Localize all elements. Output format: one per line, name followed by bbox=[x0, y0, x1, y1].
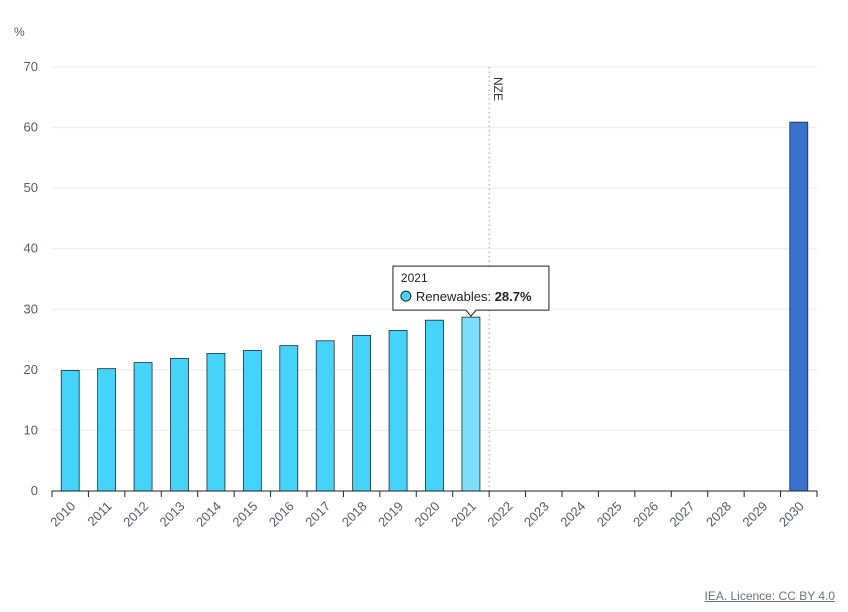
bar-2030 bbox=[789, 121, 809, 492]
bar-2015 bbox=[242, 350, 262, 492]
x-tick-label-2021: 2021 bbox=[448, 499, 479, 530]
bar-2019 bbox=[388, 330, 408, 492]
scenario-marker-label: NZE bbox=[491, 77, 505, 101]
tooltip-series-name: Renewables: 28.7% bbox=[416, 289, 532, 304]
x-tick-label-2027: 2027 bbox=[667, 499, 698, 530]
bar-2018 bbox=[352, 334, 372, 492]
x-tick-label-2025: 2025 bbox=[594, 499, 625, 530]
tooltip-value: 28.7% bbox=[495, 289, 532, 304]
x-tick-label-2011: 2011 bbox=[84, 499, 114, 529]
x-tick-label-2020: 2020 bbox=[412, 499, 443, 530]
tooltip-series-swatch bbox=[400, 290, 412, 302]
x-tick-label-2019: 2019 bbox=[375, 499, 406, 530]
tooltip: 2021 Renewables: 28.7% bbox=[392, 265, 550, 317]
y-axis-unit-label: % bbox=[14, 25, 25, 39]
y-tick-label: 70 bbox=[24, 59, 38, 74]
y-tick-label: 20 bbox=[24, 362, 38, 377]
bar-2021 bbox=[461, 316, 481, 492]
y-tick-label: 30 bbox=[24, 301, 38, 316]
bar-2016 bbox=[279, 345, 299, 492]
x-tick-label-2024: 2024 bbox=[557, 499, 588, 530]
x-tick-label-2015: 2015 bbox=[229, 499, 260, 530]
x-tick-label-2016: 2016 bbox=[266, 499, 297, 530]
bar-2010 bbox=[60, 370, 80, 492]
x-tick-label-2022: 2022 bbox=[484, 499, 515, 530]
bar-2011 bbox=[97, 368, 117, 492]
tooltip-box bbox=[392, 265, 550, 317]
x-tick-label-2026: 2026 bbox=[630, 499, 661, 530]
y-tick-label: 10 bbox=[24, 422, 38, 437]
bar-2012 bbox=[133, 362, 153, 492]
x-tick-label-2029: 2029 bbox=[739, 499, 770, 530]
y-tick-label: 0 bbox=[31, 483, 38, 498]
tooltip-category: 2021 bbox=[401, 271, 428, 285]
bar-2013 bbox=[170, 357, 189, 492]
x-tick-label-2013: 2013 bbox=[157, 499, 188, 530]
x-tick-label-2010: 2010 bbox=[47, 499, 78, 530]
x-tick-label-2030: 2030 bbox=[776, 499, 807, 530]
x-tick-label-2023: 2023 bbox=[521, 499, 552, 530]
license-credit-link[interactable]: IEA. Licence: CC BY 4.0 bbox=[704, 589, 835, 603]
bar-2020 bbox=[425, 319, 444, 492]
x-tick-label-2014: 2014 bbox=[193, 499, 224, 530]
x-tick-label-2012: 2012 bbox=[120, 499, 151, 530]
x-tick-label-2018: 2018 bbox=[339, 499, 370, 530]
y-tick-label: 50 bbox=[24, 180, 38, 195]
y-tick-label: 60 bbox=[24, 120, 38, 135]
x-tick-label-2028: 2028 bbox=[703, 499, 734, 530]
y-tick-label: 40 bbox=[24, 241, 38, 256]
x-tick-label-2017: 2017 bbox=[302, 499, 333, 530]
bar-2014 bbox=[206, 353, 226, 492]
bar-2017 bbox=[315, 340, 335, 492]
